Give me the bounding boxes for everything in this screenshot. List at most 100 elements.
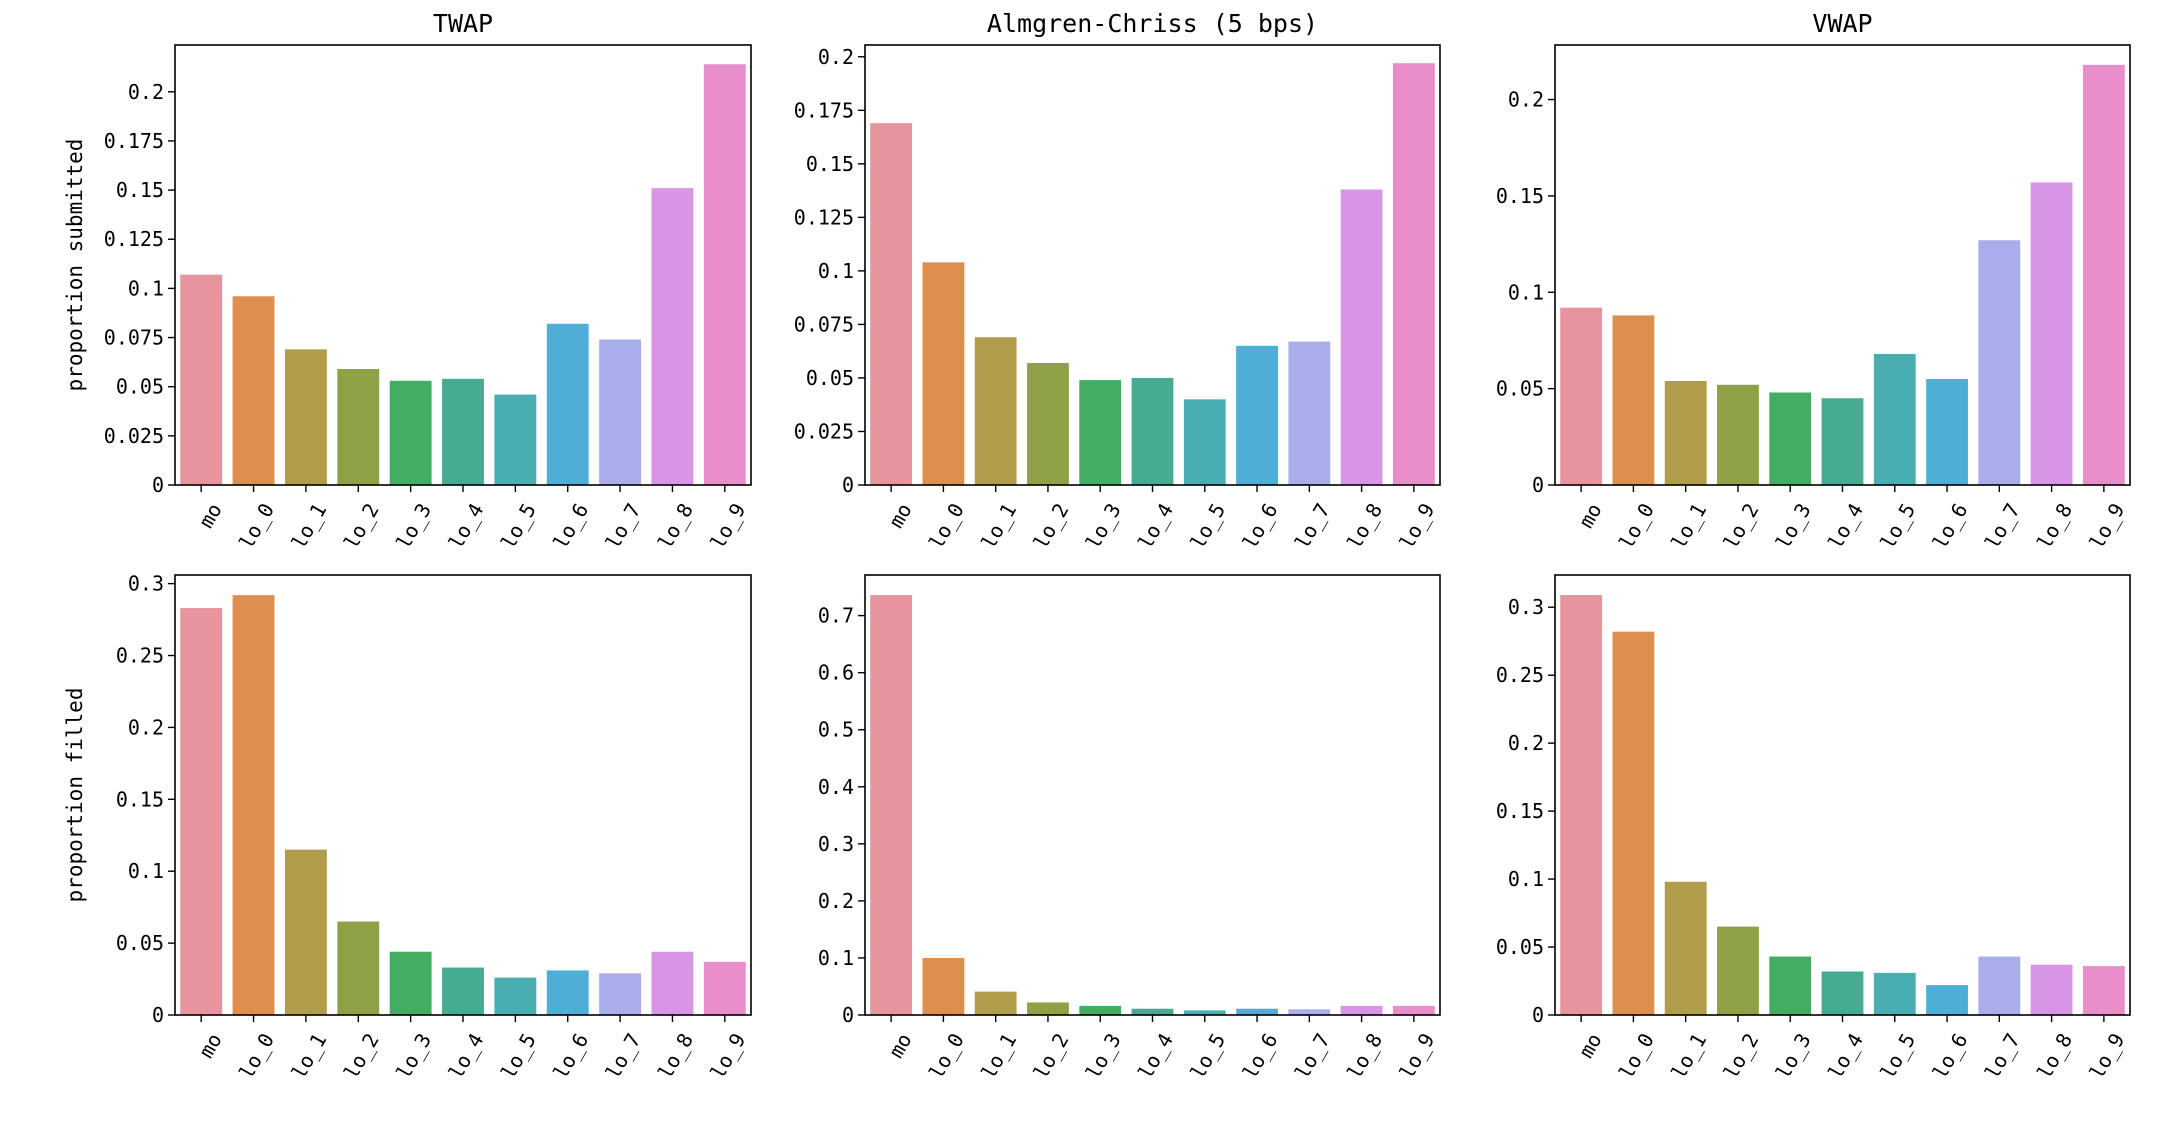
y-tick-label: 0.2	[818, 45, 854, 69]
x-tick-label: lo_2	[1029, 499, 1074, 553]
x-tick-label: lo_5	[1875, 499, 1920, 553]
bar-lo_8	[1340, 1005, 1383, 1015]
bar-lo_3	[1079, 1005, 1122, 1015]
bar-lo_7	[1288, 1009, 1331, 1015]
bar-lo_0	[232, 595, 275, 1015]
bar-lo_2	[337, 369, 380, 485]
chart-panel-2: 00.050.10.150.2mo lo_0 lo_1 lo_2 lo_3 lo_4 lo_…	[1496, 9, 2131, 553]
x-tick-label: lo_4	[1823, 499, 1868, 553]
x-tick-label: mo	[1574, 1029, 1607, 1062]
x-tick-label: lo_5	[496, 499, 541, 553]
bar-mo	[180, 274, 223, 485]
x-tick-label: lo_3	[1771, 499, 1816, 553]
x-tick-label: lo_0	[1614, 1029, 1659, 1083]
y-tick-label: 0	[1532, 1003, 1544, 1027]
y-tick-label: 0.15	[806, 152, 854, 176]
x-tick-label: lo_2	[1029, 1029, 1074, 1083]
bar-lo_1	[1664, 380, 1707, 485]
bar-lo_9	[2082, 64, 2125, 485]
bar-lo_5	[494, 977, 537, 1015]
y-tick-label: 0.5	[818, 718, 854, 742]
bar-lo_4	[1821, 398, 1864, 485]
bar-lo_8	[1340, 189, 1383, 485]
bar-lo_1	[974, 991, 1017, 1015]
y-tick-label: 0.125	[104, 227, 164, 251]
bar-lo_2	[337, 921, 380, 1015]
x-tick-label: lo_5	[1185, 1029, 1230, 1083]
bar-mo	[1560, 594, 1603, 1015]
y-tick-label: 0.25	[116, 644, 164, 668]
bar-lo_7	[1978, 956, 2021, 1015]
y-tick-label: 0.1	[1508, 280, 1544, 304]
panel-title: Almgren-Chriss (5 bps)	[987, 9, 1318, 38]
bar-lo_5	[1873, 353, 1916, 485]
y-tick-label: 0.05	[116, 931, 164, 955]
bar-lo_9	[1392, 63, 1435, 485]
y-tick-label: 0.4	[818, 775, 854, 799]
y-tick-label: 0.1	[1508, 867, 1544, 891]
x-tick-label: lo_6	[548, 499, 593, 553]
x-tick-label: lo_9	[2084, 499, 2129, 553]
x-tick-label: lo_7	[1980, 1029, 2025, 1083]
y-tick-label: 0	[842, 473, 854, 497]
bar-lo_6	[1236, 345, 1278, 485]
bar-lo_6	[1926, 379, 1968, 485]
x-tick-label: lo_7	[1980, 499, 2025, 553]
y-tick-label: 0.2	[128, 715, 164, 739]
bar-lo_4	[1131, 1008, 1174, 1015]
bar-lo_3	[389, 380, 432, 485]
x-tick-label: lo_4	[444, 499, 489, 553]
x-tick-label: lo_2	[1719, 499, 1764, 553]
y-tick-label: 0.6	[818, 661, 854, 685]
bar-mo	[180, 608, 223, 1015]
y-tick-label: 0	[152, 1003, 164, 1027]
y-axis-label: proportion filled	[63, 688, 87, 903]
x-tick-label: lo_3	[1771, 1029, 1816, 1083]
bar-lo_8	[651, 951, 694, 1015]
bar-lo_2	[1717, 384, 1759, 485]
y-tick-label: 0.25	[1496, 663, 1544, 687]
y-tick-label: 0.05	[1496, 377, 1544, 401]
y-tick-label: 0.05	[116, 375, 164, 399]
y-tick-label: 0	[152, 473, 164, 497]
bar-lo_0	[922, 262, 965, 485]
y-tick-label: 0.1	[818, 946, 854, 970]
y-tick-label: 0.2	[818, 889, 854, 913]
axes-frame	[864, 574, 1441, 1016]
bar-lo_7	[1978, 240, 2021, 485]
x-tick-label: lo_3	[1081, 499, 1126, 553]
x-tick-label: lo_4	[1133, 1029, 1178, 1083]
y-tick-label: 0.075	[794, 312, 854, 336]
x-tick-label: lo_9	[1394, 1029, 1439, 1083]
x-tick-label: lo_6	[1928, 499, 1973, 553]
chart-panel-5: 0 0.05 0.1 0.15 0.2 0.25 0.3 mo lo_0 lo_1 lo_2 lo_3…	[1496, 574, 2131, 1083]
bar-lo_3	[389, 951, 432, 1015]
chart-panel-4: 0 0.1 0.2 0.3 0.4 0.5 0.6 0.7 mo lo_0 lo_1 lo_2 lo_3…	[818, 574, 1441, 1083]
x-tick-label: mo	[884, 1029, 917, 1062]
x-tick-label: lo_0	[234, 1029, 279, 1083]
bar-lo_5	[1183, 1010, 1226, 1015]
bar-lo_1	[974, 337, 1017, 485]
bar-mo	[870, 123, 913, 486]
x-tick-label: mo	[194, 499, 227, 532]
x-tick-label: mo	[194, 1029, 227, 1062]
x-tick-label: lo_8	[653, 499, 698, 553]
x-tick-label: lo_6	[548, 1029, 593, 1083]
y-tick-label: 0.025	[104, 424, 164, 448]
y-tick-label: 0.2	[128, 80, 164, 104]
bar-lo_5	[494, 394, 537, 485]
x-tick-label: lo_1	[976, 1029, 1021, 1083]
x-tick-label: lo_6	[1928, 1029, 1973, 1083]
x-tick-label: lo_5	[1875, 1029, 1920, 1083]
bar-lo_2	[1717, 926, 1759, 1015]
y-tick-label: 0.175	[104, 129, 164, 153]
y-tick-label: 0.125	[794, 205, 854, 229]
bar-lo_3	[1769, 392, 1812, 485]
bar-lo_7	[1288, 341, 1331, 485]
x-tick-label: lo_3	[1081, 1029, 1126, 1083]
bar-lo_0	[232, 296, 275, 485]
y-tick-label: 0.15	[116, 178, 164, 202]
